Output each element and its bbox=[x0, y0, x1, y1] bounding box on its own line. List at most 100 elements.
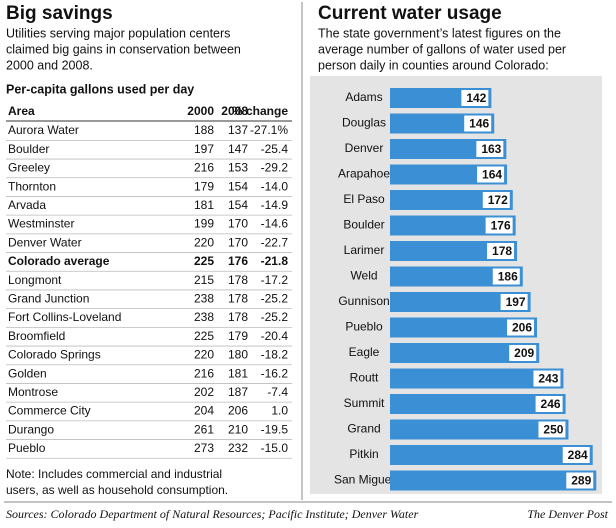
table-cell: 170 bbox=[228, 217, 248, 231]
left-subtitle: 2000 and 2008. bbox=[6, 58, 93, 72]
table-cell: 216 bbox=[194, 366, 214, 380]
category-label: San Miguel bbox=[334, 473, 394, 487]
category-label: Douglas bbox=[342, 116, 386, 130]
table-cell: -17.2 bbox=[261, 273, 289, 287]
table-cell: 215 bbox=[194, 273, 214, 287]
table-cell: 261 bbox=[194, 422, 214, 436]
bar bbox=[390, 445, 593, 465]
table-cell: Westminster bbox=[8, 217, 74, 231]
table-cell: 181 bbox=[228, 366, 248, 380]
table-cell: 216 bbox=[194, 161, 214, 175]
bar bbox=[390, 215, 516, 236]
table-cell: 178 bbox=[228, 310, 248, 324]
table-cell: Pueblo bbox=[8, 441, 46, 455]
table-cell: -14.0 bbox=[261, 179, 289, 193]
value-label: 164 bbox=[482, 168, 502, 182]
table-cell: 147 bbox=[228, 142, 248, 156]
table-cell: 204 bbox=[194, 404, 214, 418]
sources: Sources: Colorado Department of Natural … bbox=[6, 507, 419, 521]
category-label: Boulder bbox=[343, 218, 384, 232]
table-cell: -15.0 bbox=[261, 441, 289, 455]
table-cell: -19.5 bbox=[261, 422, 289, 436]
bar bbox=[390, 343, 540, 363]
value-label: 146 bbox=[469, 117, 489, 131]
table-cell: -7.4 bbox=[267, 385, 288, 399]
category-label: Arapahoe bbox=[338, 167, 390, 181]
table-cell: 273 bbox=[194, 441, 214, 455]
left-subtitle: Utilities serving major population cente… bbox=[6, 26, 230, 40]
value-label-bg bbox=[485, 217, 513, 234]
value-label-bg bbox=[500, 294, 528, 310]
table-cell: 181 bbox=[194, 198, 214, 212]
table-cell: 176 bbox=[228, 254, 248, 268]
table-cell: -25.2 bbox=[261, 291, 289, 305]
table-cell: -27.1% bbox=[250, 123, 288, 137]
category-label: Weld bbox=[350, 269, 377, 283]
table-title: Per-capita gallons used per day bbox=[6, 82, 194, 96]
value-label-bg bbox=[562, 447, 590, 463]
value-label-bg bbox=[477, 166, 505, 183]
value-label-bg bbox=[492, 268, 520, 285]
table-cell: 178 bbox=[228, 291, 248, 305]
value-label: 289 bbox=[571, 474, 591, 488]
value-label: 186 bbox=[498, 270, 518, 284]
table-cell: -14.9 bbox=[261, 198, 289, 212]
category-label: Grand bbox=[347, 422, 380, 436]
table-cell: 154 bbox=[228, 179, 248, 193]
value-label: 246 bbox=[541, 397, 561, 411]
table-cell: -25.2 bbox=[261, 310, 289, 324]
bar bbox=[390, 190, 513, 210]
table-cell: 154 bbox=[228, 198, 248, 212]
value-label-bg bbox=[535, 396, 563, 412]
table-cell: -16.2 bbox=[261, 366, 289, 380]
category-label: Gunnison bbox=[338, 294, 389, 308]
table-cell: 225 bbox=[194, 329, 214, 343]
chart-title: Current water usage bbox=[318, 3, 502, 24]
table-cell: 238 bbox=[194, 291, 214, 305]
value-label-bg bbox=[566, 472, 594, 489]
table-cell: Colorado Springs bbox=[8, 348, 101, 362]
table-cell: -20.4 bbox=[261, 329, 289, 343]
table-cell: Grand Junction bbox=[8, 291, 89, 305]
category-label: Larimer bbox=[344, 243, 385, 257]
table-cell: 179 bbox=[194, 179, 214, 193]
table-cell: Golden bbox=[8, 366, 47, 380]
table-cell: Fort Collins-Loveland bbox=[8, 310, 121, 324]
value-label: 142 bbox=[466, 91, 486, 105]
category-label: El Paso bbox=[343, 192, 385, 206]
value-label: 176 bbox=[491, 219, 511, 233]
value-label: 250 bbox=[543, 423, 563, 437]
table-cell: 220 bbox=[194, 235, 214, 249]
table-cell: -22.7 bbox=[261, 235, 289, 249]
bar bbox=[390, 368, 564, 389]
value-label-bg bbox=[509, 345, 537, 361]
bar bbox=[390, 292, 531, 312]
bar bbox=[390, 317, 538, 338]
category-label: Pueblo bbox=[345, 320, 383, 334]
bar bbox=[390, 241, 518, 261]
credit: The Denver Post bbox=[527, 507, 608, 521]
note: Note: Includes commercial and industrial bbox=[6, 467, 222, 481]
table-cell: -14.6 bbox=[261, 217, 289, 231]
value-label-bg bbox=[482, 192, 510, 208]
value-label: 172 bbox=[488, 193, 508, 207]
value-label: 243 bbox=[538, 372, 558, 386]
table-cell: 238 bbox=[194, 310, 214, 324]
category-label: Adams bbox=[345, 90, 382, 104]
table-cell: Denver Water bbox=[8, 235, 82, 249]
table-cell: 199 bbox=[194, 217, 214, 231]
value-label: 284 bbox=[568, 448, 588, 462]
table-cell: 1.0 bbox=[271, 404, 288, 418]
table-cell: 232 bbox=[228, 441, 248, 455]
table-cell: 206 bbox=[228, 404, 248, 418]
table-cell: -18.2 bbox=[261, 348, 289, 362]
table-header: % change bbox=[232, 104, 288, 118]
table-cell: Montrose bbox=[8, 385, 58, 399]
note: users, as well as household consumption. bbox=[6, 483, 228, 497]
table-cell: -21.8 bbox=[261, 254, 289, 268]
chart-subtitle: The state government’s latest figures on… bbox=[318, 26, 561, 40]
table-cell: Arvada bbox=[8, 198, 46, 212]
table-header: 2008 bbox=[221, 104, 248, 118]
table-cell: 210 bbox=[228, 422, 248, 436]
